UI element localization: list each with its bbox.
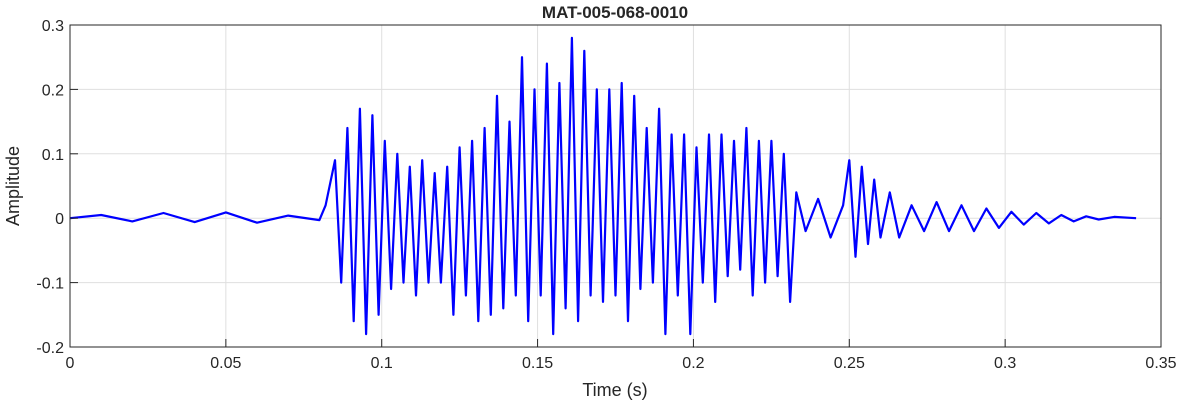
- y-axis-label: Amplitude: [3, 146, 23, 226]
- x-tick-label: 0: [66, 355, 75, 372]
- x-axis-label: Time (s): [582, 380, 647, 400]
- x-tick-label: 0.05: [210, 355, 241, 372]
- x-tick-label: 0.25: [834, 355, 865, 372]
- x-tick-label: 0.15: [522, 355, 553, 372]
- y-tick-label: 0.1: [42, 147, 64, 164]
- y-tick-label: -0.2: [36, 340, 64, 357]
- y-tick-label: 0.3: [42, 18, 64, 35]
- y-tick-label: -0.1: [36, 276, 64, 293]
- y-tick-label: 0.2: [42, 82, 64, 99]
- axes-frame: [69, 24, 1162, 348]
- x-tick-label: 0.1: [371, 355, 393, 372]
- y-tick-label: 0: [55, 211, 64, 228]
- x-tick-label: 0.35: [1145, 355, 1176, 372]
- axis-ticks: 0 0.05 0.1 0.15 0.2 0.25 0.3 0.35 -0.2 -0.1 0 0.1 0.…: [36, 18, 1176, 372]
- x-tick-label: 0.2: [682, 355, 704, 372]
- chart-title: MAT-005-068-0010: [542, 3, 688, 22]
- x-tick-label: 0.3: [994, 355, 1016, 372]
- waveform-line: [69, 36, 1137, 336]
